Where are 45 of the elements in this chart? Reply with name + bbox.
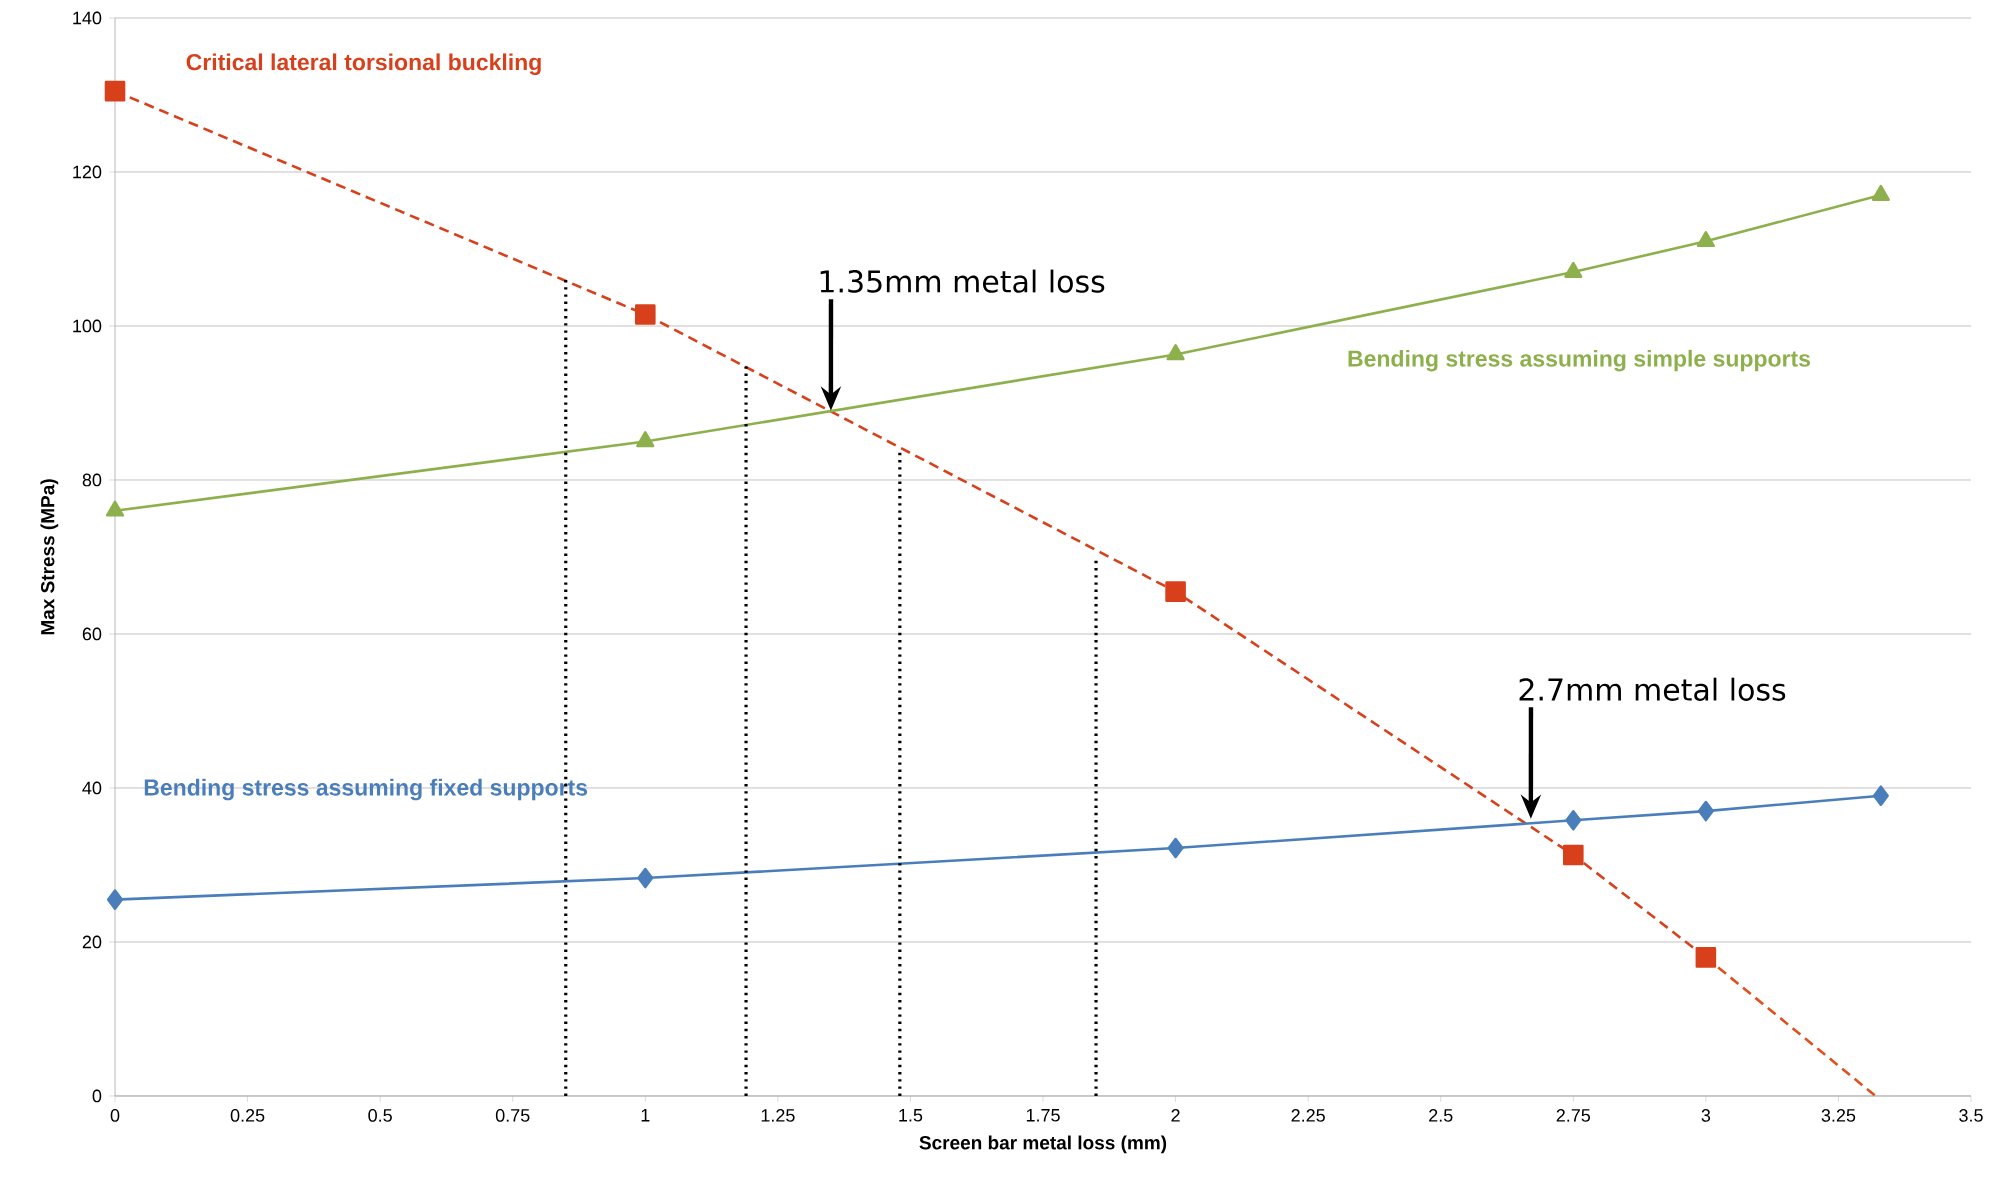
y-tick-label: 40 — [82, 781, 102, 795]
point — [637, 867, 654, 889]
point — [1565, 810, 1582, 831]
x-tick-label: 0.5 — [368, 1109, 392, 1122]
x-tick-label: 0.75 — [495, 1109, 530, 1122]
x-axis-title: Screen bar metal loss (mm) — [919, 1135, 1167, 1154]
x-tick-label: 3.5 — [1959, 1109, 1983, 1122]
point — [1166, 344, 1185, 361]
x-tick-label: 0 — [110, 1109, 120, 1122]
point — [1563, 844, 1584, 866]
point — [1697, 800, 1714, 822]
x-tick-label: 2.75 — [1556, 1109, 1591, 1122]
y-tick-label: 60 — [82, 627, 102, 641]
point — [1696, 230, 1715, 248]
x-tick-label: 1.25 — [761, 1109, 795, 1122]
x-tick-label: 1 — [641, 1109, 650, 1122]
y-tick-label: 120 — [73, 165, 102, 179]
point — [1564, 261, 1583, 278]
series-label: Critical lateral torsional buckling — [186, 53, 541, 75]
point — [1871, 184, 1890, 201]
y-axis-title: Max Stress (MPa) — [40, 479, 59, 635]
x-tick-label: 1.75 — [1026, 1109, 1060, 1122]
text: Bending stress assuming fixed supports — [144, 778, 588, 801]
y-tick-label: 80 — [82, 473, 102, 487]
x-tick-label: 2 — [1171, 1109, 1180, 1122]
y-tick-label: 140 — [73, 11, 102, 25]
point — [1167, 837, 1184, 859]
point — [1872, 785, 1889, 806]
annotation: 2.7mm metal loss — [1519, 677, 1786, 701]
x-tick-label: 0.25 — [230, 1109, 265, 1122]
point — [636, 431, 655, 448]
x-tick-label: 3 — [1701, 1109, 1711, 1122]
series-label: Bending stress assuming simple supports — [1348, 349, 1811, 372]
point — [106, 889, 124, 910]
point — [1695, 947, 1717, 968]
x-tick-label: 3.25 — [1821, 1109, 1856, 1122]
y-tick-label: 100 — [73, 319, 102, 333]
x-tick-label: 2.5 — [1429, 1109, 1453, 1122]
point — [105, 500, 125, 517]
y-tick-label: 20 — [82, 935, 102, 949]
x-tick-label: 1.5 — [899, 1109, 923, 1122]
point — [1165, 581, 1186, 602]
annotation: 1.35mm metal loss — [820, 269, 1105, 293]
y-tick-label: 0 — [92, 1089, 102, 1103]
x-tick-label: 2.25 — [1291, 1109, 1325, 1122]
